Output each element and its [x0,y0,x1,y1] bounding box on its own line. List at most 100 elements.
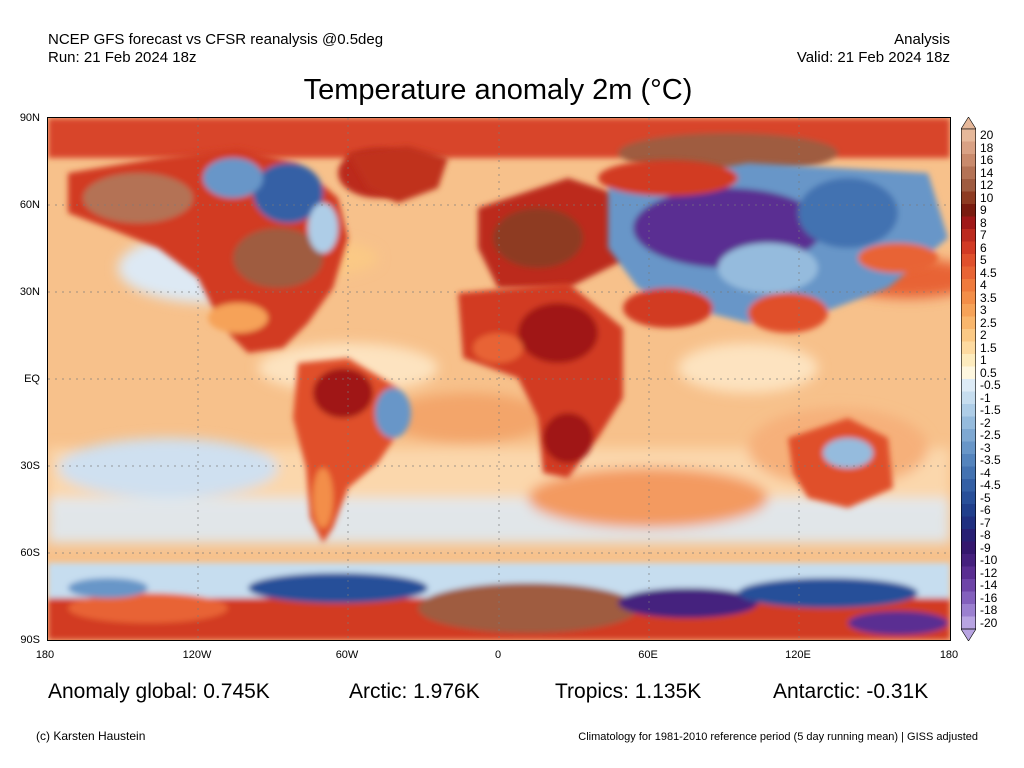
colorbar-swatch [961,491,976,505]
colorbar-swatch [961,266,976,280]
stat-antarctic: Antarctic: -0.31K [773,680,929,703]
colorbar-swatch [961,129,976,142]
colorbar-swatch [961,554,976,567]
run-time: Run: 21 Feb 2024 18z [48,49,197,66]
header-right: Analysis Valid: 21 Feb 2024 18z [797,31,950,67]
asia [598,160,948,333]
lon-label-60e: 60E [638,649,658,661]
colorbar-label: -2 [980,415,991,430]
colorbar-swatch [961,229,976,242]
stat-global: Anomaly global: 0.745K [48,680,270,703]
stats-row: Anomaly global: 0.745K Arctic: 1.976K Tr… [0,680,1024,708]
south-america [293,358,411,543]
colorbar-swatch [961,241,976,255]
colorbar-label: 16 [980,153,994,168]
colorbar-label: 6 [980,240,987,255]
colorbar-swatch [961,179,976,192]
colorbar-label: 14 [980,165,994,180]
lat-label-30s: 30S [20,460,40,472]
colorbar-swatch [961,316,976,330]
colorbar-swatch [961,329,976,342]
colorbar-swatch [961,154,976,167]
colorbar-swatch [961,391,976,405]
colorbar-swatch [961,466,976,480]
africa [458,283,623,478]
anomaly-map [47,117,951,641]
colorbar-swatch [961,191,976,205]
colorbar-label: 0.5 [980,365,997,380]
colorbar-label: -20 [980,615,998,630]
colorbar-swatch [961,529,976,542]
colorbar-label: 3.5 [980,290,997,305]
footer-climatology: Climatology for 1981-2010 reference peri… [578,731,978,743]
colorbar-swatch [961,354,976,367]
colorbar-swatch [961,366,976,380]
colorbar-swatch [961,579,976,592]
colorbar-swatch [961,604,976,617]
stat-tropics: Tropics: 1.135K [555,680,702,703]
colorbar-swatch [961,404,976,417]
colorbar-swatch [961,166,976,180]
colorbar-swatch [961,341,976,355]
colorbar-label: 7 [980,228,987,243]
colorbar-label: 2 [980,328,987,343]
colorbar-label: 10 [980,190,994,205]
colorbar-top-arrow [961,117,976,130]
colorbar-label: -9 [980,540,991,555]
colorbar-label: -4.5 [980,478,1001,493]
colorbar-swatch [961,304,976,317]
colorbar-swatch [961,616,976,630]
colorbar-label: -6 [980,503,991,518]
colorbar-label: 9 [980,203,987,218]
colorbar-swatch [961,379,976,392]
map-title: Temperature anomaly 2m (°C) [303,74,693,106]
europe [478,178,628,288]
analysis-type: Analysis [894,31,950,48]
colorbar-label: -8 [980,528,991,543]
colorbar-label: -1 [980,390,991,405]
lat-label-90n: 90N [19,112,40,124]
lat-label-eq: EQ [24,373,40,385]
colorbar [961,117,976,641]
colorbar-label: 5 [980,253,987,268]
colorbar-label: 20 [980,128,994,143]
lat-label-90s: 90S [20,634,40,646]
colorbar-label: -18 [980,603,998,618]
lon-label-120w: 120W [182,649,212,661]
colorbar-swatch [961,141,976,155]
colorbar-label: -14 [980,578,998,593]
lon-label-120e: 120E [785,649,811,661]
lat-label-60n: 60N [19,199,40,211]
valid-time: Valid: 21 Feb 2024 18z [796,49,950,66]
colorbar-label: -3 [980,440,991,455]
colorbar-label: 8 [980,215,987,230]
graticule [48,118,950,640]
lon-label-0: 0 [494,649,502,661]
colorbar-label: -4 [980,465,991,480]
colorbar-swatch [961,566,976,580]
colorbar-swatch [961,591,976,605]
colorbar-label: -2.5 [980,428,1001,443]
lat-label-60s: 60S [20,547,40,559]
header-left: NCEP GFS forecast vs CFSR reanalysis @0.… [48,31,383,67]
colorbar-label: 1.5 [980,340,997,355]
australia [788,418,893,508]
colorbar-label: -1.5 [980,403,1001,418]
colorbar-bottom-arrow [961,628,976,641]
colorbar-swatch [961,291,976,305]
colorbar-swatch [961,504,976,517]
colorbar-swatch [961,516,976,530]
colorbar-label: -5 [980,490,991,505]
colorbar-label: 4.5 [980,265,997,280]
colorbar-label: 18 [980,140,994,155]
colorbar-label: 4 [980,278,987,293]
colorbar-swatch [961,479,976,492]
colorbar-swatch [961,204,976,217]
north-america [68,148,348,353]
colorbar-label: -12 [980,565,998,580]
colorbar-swatch [961,541,976,555]
antarctica [48,563,950,640]
colorbar-label: -7 [980,515,991,530]
map-svg [48,118,950,640]
colorbar-outline [961,128,976,630]
